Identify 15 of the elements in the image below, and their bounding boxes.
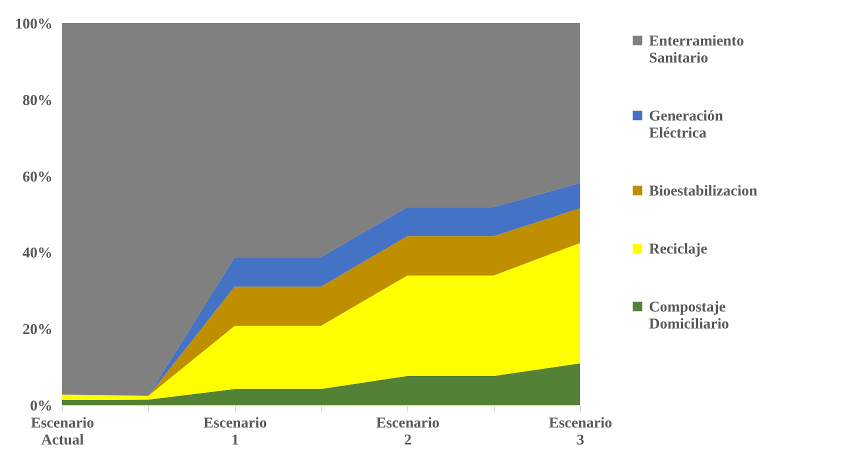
y-tick-label: 60%: [22, 169, 52, 186]
x-tick-label: Escenario Actual: [30, 416, 94, 448]
y-tick-label: 100%: [15, 16, 52, 32]
y-tick-label: 80%: [22, 92, 52, 109]
legend-label: Generación Eléctrica: [649, 108, 724, 142]
legend-label: Bioestabilizacion: [649, 184, 758, 200]
x-tick-label: Escenario 1: [204, 416, 267, 448]
x-tick-label: Escenario 3: [548, 416, 612, 448]
legend-label: Enterramiento Sanitario: [649, 34, 744, 66]
y-tick-label: 20%: [22, 322, 52, 338]
legend-label: Reciclaje: [649, 242, 708, 258]
x-tick-label: Escenario 2: [376, 416, 440, 448]
y-tick-label: 40%: [22, 246, 52, 262]
legend-label: Compostaje Domiciliario: [649, 300, 729, 332]
y-tick-label: 0%: [30, 398, 52, 414]
